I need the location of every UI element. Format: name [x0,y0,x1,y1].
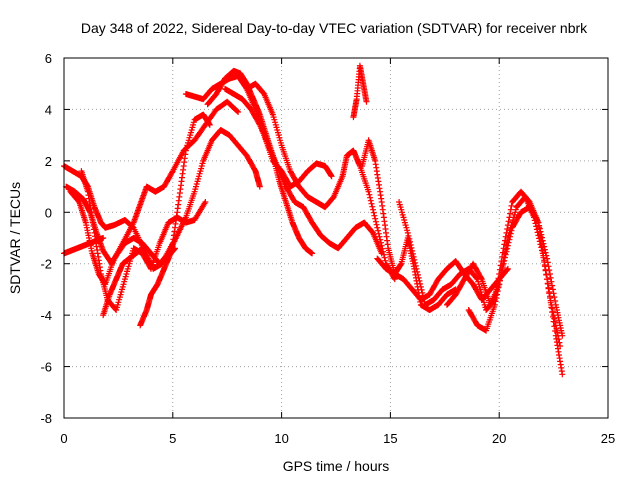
x-tick-label: 10 [274,431,288,446]
series-markers [222,85,385,257]
series-markers [100,245,146,319]
axis-ticks: 0 5 10 15 20 25 -8 -6 -4 -2 0 2 4 6 [40,51,615,446]
series-markers [204,67,316,257]
series-track-10 [222,85,385,257]
x-axis-label: GPS time / hours [283,458,390,474]
series-track-7 [137,245,178,329]
series-markers [359,137,459,313]
series-markers [243,80,398,283]
series-markers [137,245,178,329]
y-tick-label: 0 [45,205,52,220]
x-tick-label: 20 [492,431,506,446]
series-track-9 [204,67,316,257]
series-track-11 [243,80,398,283]
y-tick-label: -2 [40,257,52,272]
series-track-17 [465,204,566,339]
x-tick-label: 15 [383,431,397,446]
x-tick-label: 25 [601,431,615,446]
data-series [61,62,566,378]
series-markers [465,204,566,339]
x-tick-label: 0 [60,431,67,446]
y-tick-label: 6 [45,51,52,66]
series-track-12 [350,62,370,121]
chart-title: Day 348 of 2022, Sidereal Day-to-day VTE… [81,20,588,36]
series-track-6 [100,245,146,319]
plot-frame [63,57,609,419]
y-tick-label: -6 [40,360,52,375]
x-tick-label: 5 [169,431,176,446]
grid-lines [64,58,608,418]
y-tick-label: 4 [45,102,52,117]
series-track-13 [359,137,459,313]
y-tick-label: 2 [45,154,52,169]
y-tick-label: -4 [40,308,52,323]
series-markers [350,62,370,121]
y-axis-label: SDTVAR / TECUs [7,182,23,294]
y-tick-label: -8 [40,411,52,426]
